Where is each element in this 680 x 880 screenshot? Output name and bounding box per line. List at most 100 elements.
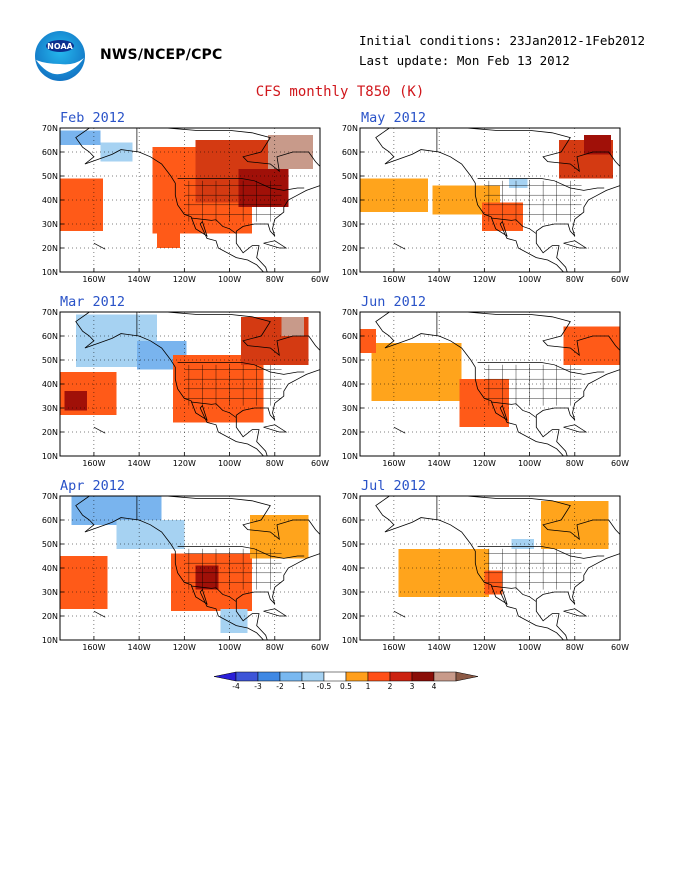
lon-tick-label: 120W — [173, 459, 196, 468]
colorbar-swatch — [279, 671, 303, 682]
lat-tick-label: 60N — [342, 516, 358, 525]
lon-tick-label: 80W — [266, 275, 284, 284]
colorbar-label: 3 — [410, 682, 415, 691]
lat-tick-label: 10N — [42, 636, 58, 645]
lat-tick-label: 60N — [42, 148, 58, 157]
colorbar-label: 4 — [432, 682, 437, 691]
lon-tick-label: 140W — [128, 643, 151, 652]
lon-tick-label: 80W — [266, 459, 284, 468]
lon-tick-label: 120W — [473, 643, 496, 652]
lat-tick-label: 30N — [342, 220, 358, 229]
map-panel-may: 70N 60N 50N 40N 30N 20N 10N 160W 140W 120W 100W 80W… — [342, 124, 629, 284]
panel-title-mar: Mar 2012 — [60, 294, 126, 310]
colorbar-label: 2 — [388, 682, 393, 691]
anomaly-region — [195, 565, 219, 590]
lat-tick-label: 40N — [42, 380, 58, 389]
map-panel-jul: 70N 60N 50N 40N 30N 20N 10N 160W 140W 120W 100W 80W… — [342, 492, 629, 652]
svg-text:NOAA: NOAA — [47, 42, 73, 51]
coastline — [75, 128, 320, 272]
lon-tick-label: 100W — [518, 459, 541, 468]
anomaly-region — [583, 135, 611, 155]
lat-tick-label: 20N — [342, 428, 358, 437]
lat-tick-label: 70N — [342, 124, 358, 133]
lon-tick-label: 140W — [428, 643, 451, 652]
color-scale-bar: -4 -3 -2 -1 -0.5 0.5 1 2 3 4 — [213, 671, 479, 691]
lat-tick-label: 60N — [42, 332, 58, 341]
coastline — [375, 496, 620, 640]
anomaly-region — [60, 130, 101, 145]
lat-tick-label: 60N — [342, 148, 358, 157]
colorbar-label: -0.5 — [317, 682, 332, 691]
colorbar-swatch — [301, 671, 325, 682]
lon-tick-label: 120W — [473, 275, 496, 284]
colorbar-max-arrow — [455, 671, 479, 682]
lon-tick-label: 140W — [428, 275, 451, 284]
lon-tick-label: 80W — [566, 275, 584, 284]
lat-tick-label: 40N — [342, 196, 358, 205]
lat-tick-label: 70N — [42, 492, 58, 501]
lat-tick-label: 10N — [42, 452, 58, 461]
map-panel-apr: 70N 60N 50N 40N 30N 20N 10N 160W 140W 120W 100W 80W… — [42, 492, 329, 652]
anomaly-region — [360, 328, 376, 353]
anomaly-region — [398, 548, 489, 597]
colorbar-swatch — [257, 671, 281, 682]
lon-tick-label: 100W — [518, 275, 541, 284]
lon-tick-label: 140W — [428, 459, 451, 468]
lon-tick-label: 60W — [611, 459, 629, 468]
colorbar-swatch — [433, 671, 457, 682]
colorbar-label: -3 — [254, 682, 262, 691]
lon-tick-label: 100W — [218, 275, 241, 284]
lat-tick-label: 30N — [42, 220, 58, 229]
coastline — [75, 496, 320, 640]
panel-title-feb: Feb 2012 — [60, 110, 126, 126]
coastline — [375, 312, 620, 456]
map-panel-mar: 70N 60N 50N 40N 30N 20N 10N 160W 140W 120W 100W 80W… — [42, 308, 329, 468]
panel-title-jun: Jun 2012 — [361, 294, 427, 310]
coastline — [375, 128, 620, 272]
lon-tick-label: 100W — [518, 643, 541, 652]
lat-tick-label: 50N — [42, 172, 58, 181]
lon-tick-label: 160W — [82, 459, 105, 468]
lat-tick-label: 40N — [342, 380, 358, 389]
lat-tick-label: 50N — [342, 172, 358, 181]
lat-tick-label: 10N — [342, 268, 358, 277]
anomaly-region — [116, 520, 185, 549]
lat-tick-label: 30N — [342, 588, 358, 597]
noaa-logo: NOAA — [35, 31, 85, 81]
lat-tick-label: 20N — [342, 612, 358, 621]
lon-tick-label: 120W — [473, 459, 496, 468]
lat-tick-label: 10N — [342, 636, 358, 645]
lat-tick-label: 50N — [42, 356, 58, 365]
lat-tick-label: 20N — [42, 612, 58, 621]
lon-tick-label: 160W — [82, 643, 105, 652]
colorbar-label: 1 — [366, 682, 371, 691]
last-update: Last update: Mon Feb 13 2012 — [359, 53, 570, 68]
anomaly-region — [60, 556, 108, 609]
colorbar-min-arrow — [213, 671, 237, 682]
panel-title-apr: Apr 2012 — [60, 478, 126, 494]
anomaly-region — [371, 343, 462, 401]
anomaly-region — [360, 178, 428, 212]
lon-tick-label: 140W — [128, 275, 151, 284]
anomaly-region — [157, 224, 180, 248]
lat-tick-label: 50N — [42, 540, 58, 549]
lon-tick-label: 80W — [266, 643, 284, 652]
colorbar-swatch — [367, 671, 391, 682]
lat-tick-label: 70N — [342, 492, 358, 501]
lon-tick-label: 100W — [218, 643, 241, 652]
lat-tick-label: 40N — [42, 196, 58, 205]
colorbar-label: -2 — [276, 682, 284, 691]
colorbar-label: 0.5 — [340, 682, 352, 691]
lat-tick-label: 60N — [42, 516, 58, 525]
lat-tick-label: 10N — [42, 268, 58, 277]
colorbar-label: -4 — [232, 682, 240, 691]
anomaly-region — [281, 316, 305, 336]
colorbar-swatch — [345, 671, 369, 682]
lon-tick-label: 160W — [382, 459, 405, 468]
lat-tick-label: 20N — [42, 428, 58, 437]
lat-tick-label: 20N — [342, 244, 358, 253]
lon-tick-label: 160W — [82, 275, 105, 284]
colorbar-label: -1 — [298, 682, 306, 691]
anomaly-region — [509, 178, 528, 188]
lat-tick-label: 30N — [342, 404, 358, 413]
